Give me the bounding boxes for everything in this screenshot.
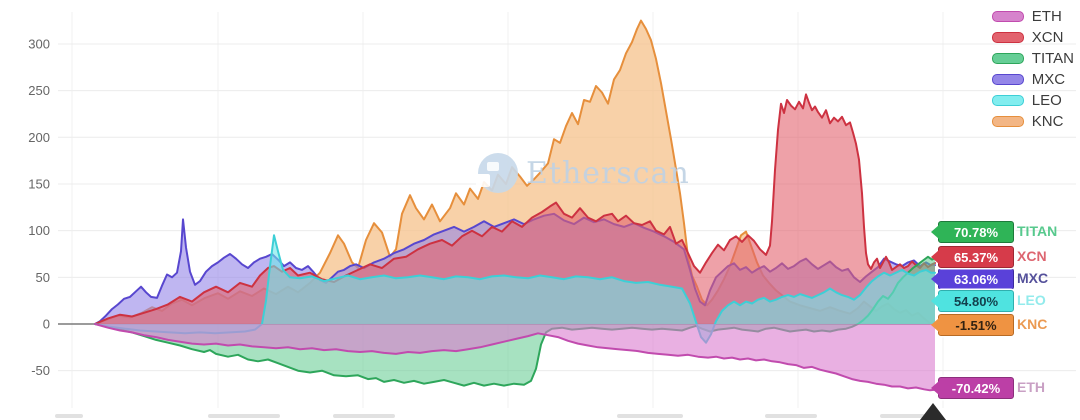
badge-pointer-icon <box>931 318 939 332</box>
area-xcn <box>95 94 935 325</box>
legend-swatch-knc <box>991 116 1024 127</box>
value-badge-xcn: 65.37% <box>931 246 1014 268</box>
y-axis-tick-label: -50 <box>31 363 50 378</box>
line-eth <box>94 323 936 392</box>
legend: ETH XCN TITAN MXC LEO KNC <box>991 6 1074 132</box>
legend-swatch-leo <box>991 95 1024 106</box>
series-tag-titan: TITAN <box>1017 223 1058 239</box>
y-axis-tick-label: 50 <box>36 270 50 285</box>
series-tag-knc: KNC <box>1017 316 1048 332</box>
legend-item-mxc[interactable]: MXC <box>991 69 1074 90</box>
value-badge-titan: 70.78% <box>931 221 1014 243</box>
value-badge-mxc: 63.06% <box>931 268 1014 290</box>
legend-swatch-eth <box>991 11 1024 22</box>
legend-swatch-xcn <box>991 32 1024 43</box>
value-badge-leo: 54.80% <box>931 290 1014 312</box>
legend-label: ETH <box>1031 8 1062 25</box>
y-axis-tick-label: 150 <box>28 176 50 191</box>
series-tag-xcn: XCN <box>1017 248 1047 264</box>
x-axis-label-cutoff <box>765 414 817 418</box>
legend-item-leo[interactable]: LEO <box>991 90 1074 111</box>
legend-item-titan[interactable]: TITAN <box>991 48 1074 69</box>
legend-label: XCN <box>1031 29 1064 46</box>
y-axis-tick-label: 300 <box>28 36 50 51</box>
legend-item-knc[interactable]: KNC <box>991 111 1074 132</box>
badge-pointer-icon <box>931 381 939 395</box>
value-badge-eth: -70.42% <box>931 377 1014 399</box>
legend-swatch-mxc <box>991 74 1024 85</box>
legend-label: MXC <box>1031 71 1066 88</box>
badge-pointer-icon <box>931 294 939 308</box>
cursor-pointer-icon <box>920 403 946 420</box>
y-axis-tick-label: 250 <box>28 83 50 98</box>
x-axis-label-cutoff <box>208 414 280 418</box>
x-axis-label-cutoff <box>617 414 683 418</box>
line-xcn <box>94 93 936 325</box>
line-leo <box>94 234 936 344</box>
legend-swatch-titan <box>991 53 1024 64</box>
area-leo <box>95 235 935 343</box>
area-eth <box>95 324 935 391</box>
legend-label: LEO <box>1031 92 1062 109</box>
y-axis-tick-label: 0 <box>43 317 50 332</box>
x-axis-label-cutoff <box>880 414 928 418</box>
legend-label: KNC <box>1031 113 1064 130</box>
badge-pointer-icon <box>931 225 939 239</box>
x-axis-label-cutoff <box>55 414 83 418</box>
y-axis-tick-label: 100 <box>28 223 50 238</box>
series-tag-leo: LEO <box>1017 292 1046 308</box>
x-axis-label-cutoff <box>333 414 395 418</box>
value-badge-knc: -1.51% <box>931 314 1014 336</box>
series-tag-mxc: MXC <box>1017 270 1049 286</box>
area-titan <box>95 256 935 386</box>
legend-item-xcn[interactable]: XCN <box>991 27 1074 48</box>
y-axis-tick-label: 200 <box>28 130 50 145</box>
badge-pointer-icon <box>931 272 939 286</box>
badge-pointer-icon <box>931 250 939 264</box>
legend-item-eth[interactable]: ETH <box>991 6 1074 27</box>
series-tag-eth: ETH <box>1017 379 1045 395</box>
legend-label: TITAN <box>1031 50 1074 67</box>
